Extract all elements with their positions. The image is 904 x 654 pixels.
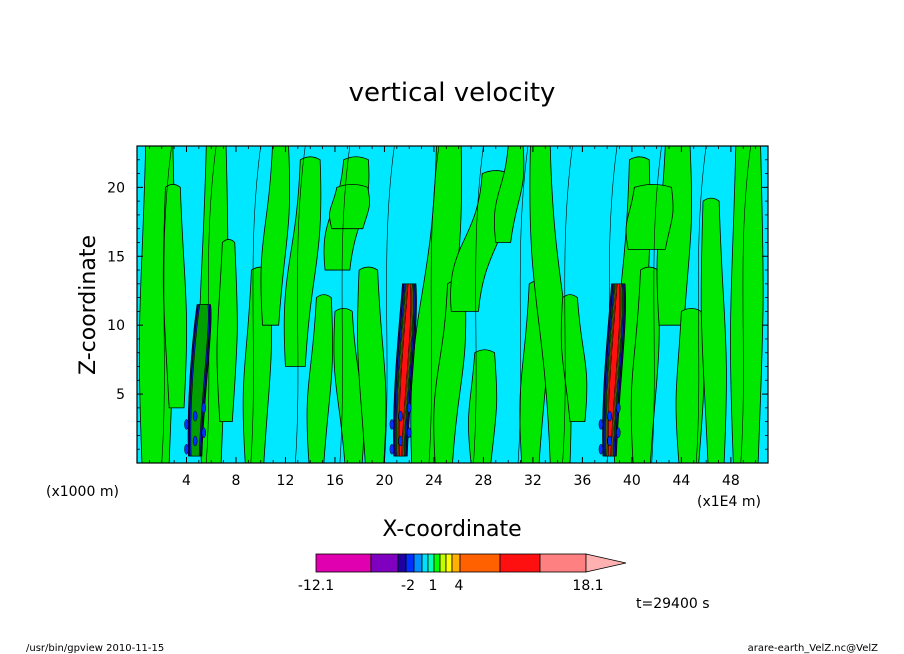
time-annotation: t=29400 s — [636, 596, 710, 612]
colorbar-tick-label: -12.1 — [298, 578, 334, 594]
small-cell — [398, 435, 403, 447]
small-cell — [406, 402, 412, 414]
plot-area — [137, 146, 768, 463]
positive-velocity-region — [675, 307, 705, 463]
small-cell — [184, 443, 189, 455]
small-cell — [192, 410, 198, 422]
y-axis-label: Z-coordinate — [76, 235, 101, 375]
small-cell — [389, 443, 395, 455]
contour-line — [695, 146, 707, 463]
colorbar-segment — [445, 553, 453, 573]
colorbar-segment — [315, 553, 372, 573]
y-tick-label: 10 — [107, 318, 125, 334]
footer-left: /usr/bin/gpview 2010-11-15 — [26, 643, 164, 654]
contour-line — [517, 146, 529, 463]
contour-line — [339, 146, 351, 463]
positive-velocity-region — [306, 294, 334, 463]
colorbar-extend-arrow — [585, 553, 627, 573]
colorbar-tick-label: 4 — [455, 578, 464, 594]
small-cell — [389, 419, 395, 430]
x-tick-label: 16 — [326, 473, 344, 489]
small-cell — [616, 427, 621, 438]
contour-line — [428, 146, 440, 463]
contour-line — [740, 146, 751, 463]
y-axis: 5 10 15 20 — [107, 159, 768, 450]
positive-velocity-region — [283, 156, 322, 367]
x-tick-label: 20 — [376, 473, 394, 489]
colorbar-tick-label: 1 — [429, 578, 438, 594]
field-contour-regions — [138, 146, 764, 463]
colorbar-segment — [499, 553, 541, 573]
small-cell — [201, 427, 207, 438]
contour-line — [250, 146, 262, 463]
positive-velocity-region — [329, 183, 370, 230]
colorbar-segment — [433, 553, 441, 573]
positive-velocity-region — [216, 239, 238, 423]
colorbar-segment — [405, 553, 415, 573]
colorbar-tick-label: -2 — [401, 578, 415, 594]
positive-velocity-region — [468, 349, 498, 463]
x-tick-label: 48 — [722, 473, 740, 489]
x-tick-label: 4 — [182, 473, 191, 489]
footer-right: arare-earth_VelZ.nc@VelZ — [748, 643, 879, 654]
positive-velocity-region — [357, 266, 387, 463]
colorbar-segment — [413, 553, 423, 573]
small-cell — [184, 419, 189, 430]
x-tick-label: 40 — [623, 473, 641, 489]
small-cell — [616, 402, 621, 414]
colorbar-segment — [539, 553, 587, 573]
x-tick-label: 36 — [573, 473, 591, 489]
colorbar-segment — [451, 553, 461, 573]
positive-velocity-region — [630, 266, 660, 463]
x-tick-label: 44 — [672, 473, 690, 489]
y-tick-label: 20 — [107, 180, 125, 196]
positive-velocity-region — [260, 146, 291, 326]
contour-line — [384, 146, 395, 463]
updraft-columns — [184, 283, 626, 457]
x-tick-label: 12 — [277, 473, 295, 489]
small-cell — [201, 402, 207, 414]
colorbar-tick-labels: -12.1 -2 1 4 18.1 — [298, 578, 604, 594]
colorbar — [315, 553, 627, 573]
positive-velocity-region — [450, 170, 511, 312]
x-tick-label: 32 — [524, 473, 542, 489]
positive-velocity-region — [560, 294, 588, 423]
chart-title: vertical velocity — [349, 78, 556, 108]
contour-line — [295, 146, 306, 463]
colorbar-segment — [421, 553, 429, 573]
y-tick-label: 5 — [116, 387, 125, 403]
colorbar-segment — [439, 553, 447, 573]
positive-velocity-region — [625, 183, 674, 250]
small-cell — [607, 435, 612, 447]
x-tick-label: 28 — [475, 473, 493, 489]
x-unit-right: (x1E4 m) — [697, 494, 761, 510]
y-tick-label: 15 — [107, 249, 125, 265]
x-tick-label: 24 — [425, 473, 443, 489]
positive-velocity-region — [493, 146, 525, 243]
x-tick-label: 8 — [232, 473, 241, 489]
small-cell — [607, 410, 612, 422]
small-cell — [398, 410, 403, 422]
contour-line — [651, 146, 662, 463]
positive-velocity-region — [730, 146, 764, 463]
colorbar-segment — [459, 553, 501, 573]
contour-line — [473, 146, 484, 463]
x-unit-left: (x1000 m) — [46, 484, 119, 500]
colorbar-tick-label: 18.1 — [572, 578, 603, 594]
x-axis-label: X-coordinate — [382, 517, 521, 542]
positive-velocity-region — [700, 197, 727, 463]
small-cell — [192, 435, 198, 447]
plot-frame — [136, 145, 769, 464]
colorbar-segment — [370, 553, 399, 573]
small-cell — [598, 443, 604, 455]
colorbar-segment — [427, 553, 435, 573]
x-axis: 4 8 12 16 20 24 28 32 36 40 44 48 — [148, 146, 757, 489]
small-cell — [406, 427, 412, 438]
contour-line — [161, 146, 172, 463]
colorbar-segment — [397, 553, 407, 573]
small-cell — [598, 419, 604, 430]
contour-line — [562, 146, 573, 463]
